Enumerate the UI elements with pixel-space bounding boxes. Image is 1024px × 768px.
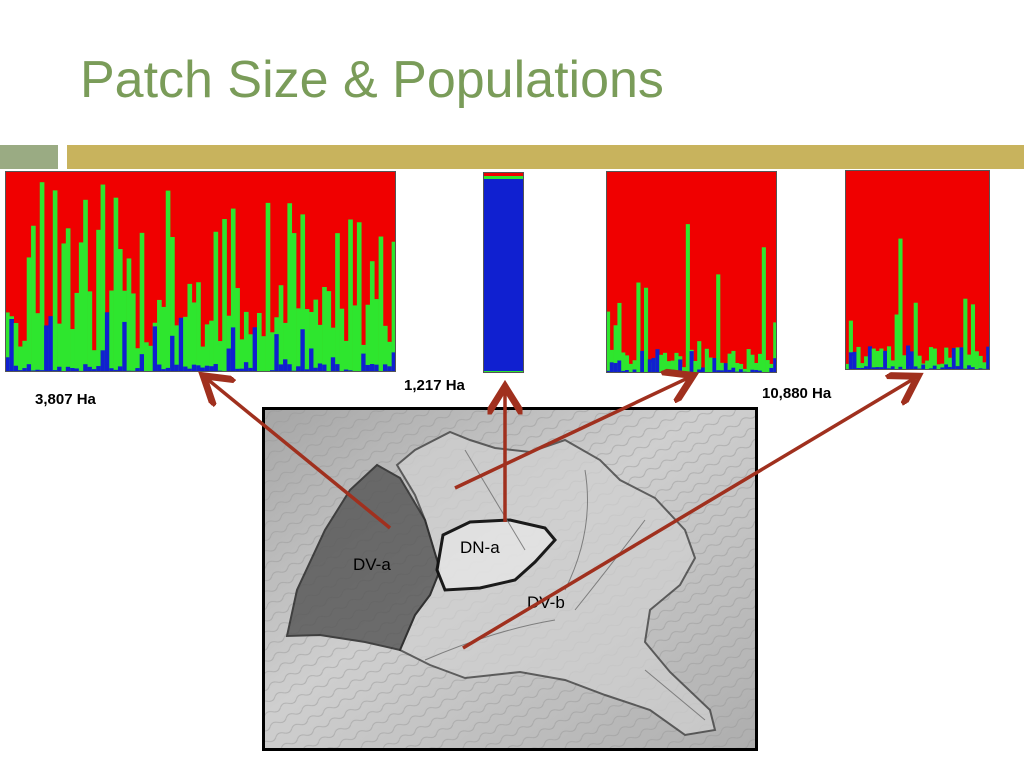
area-label-dv-a: 3,807 Ha — [35, 391, 96, 408]
structure-plot-dv-a — [5, 171, 396, 372]
region-label-dn-a: DN-a — [460, 538, 500, 557]
region-label-dv-a: DV-a — [353, 555, 391, 574]
structure-plot-dn-a — [483, 172, 524, 373]
region-dv-a — [285, 463, 442, 652]
area-label-dv-b: 10,880 Ha — [762, 385, 832, 402]
area-label-dn-a: 1,217 Ha — [404, 377, 465, 394]
watershed-map: DV-a DN-a DV-b — [262, 407, 758, 751]
title-rule-right — [67, 145, 1024, 169]
structure-plot-dv-b-1 — [606, 171, 777, 373]
region-label-dv-b: DV-b — [527, 593, 565, 612]
title-rule-left — [0, 145, 58, 169]
structure-plot-dv-b-2 — [845, 170, 990, 370]
slide-title: Patch Size & Populations — [80, 51, 664, 109]
watershed-map-image: DV-a DN-a DV-b — [265, 410, 755, 748]
